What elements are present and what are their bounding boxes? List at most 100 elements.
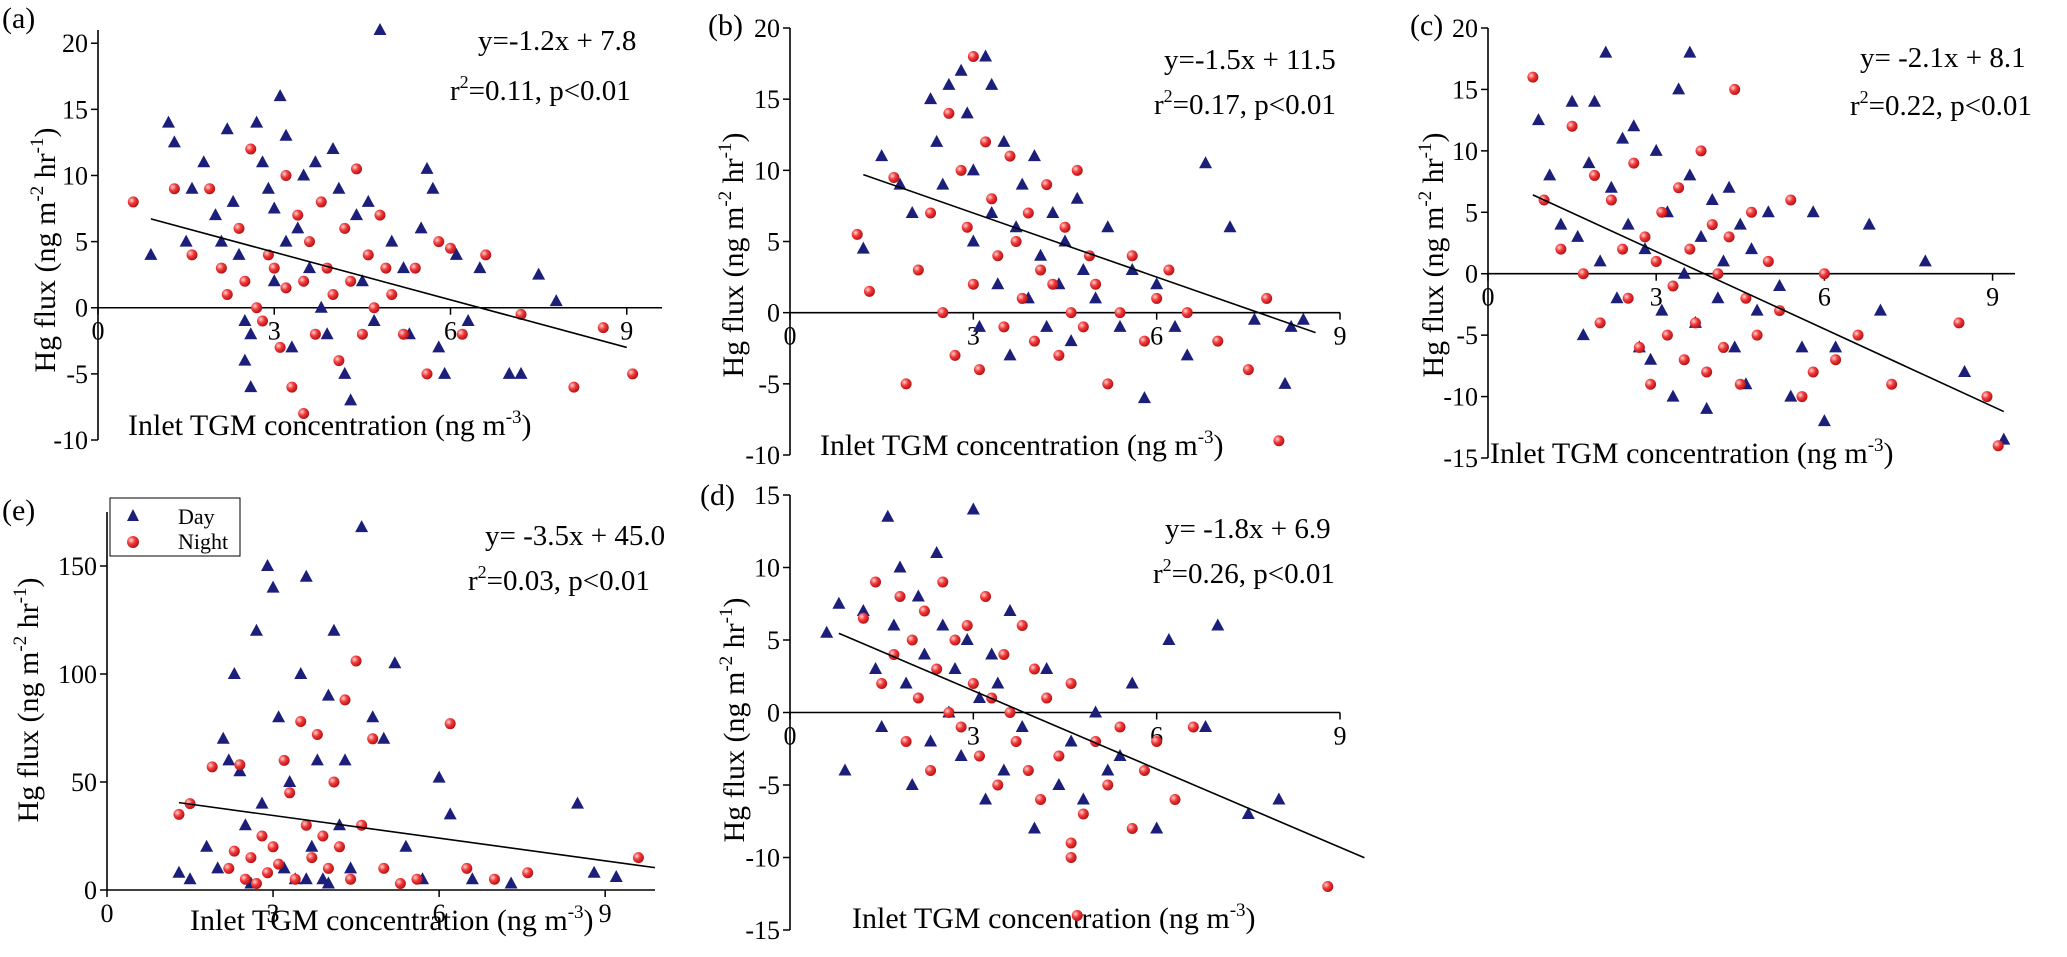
- day-point: [1199, 156, 1213, 169]
- night-point: [1734, 378, 1746, 390]
- day-point: [1795, 340, 1809, 353]
- night-point: [894, 591, 906, 602]
- x-tick-label: 3: [967, 722, 980, 751]
- day-point: [1278, 376, 1292, 389]
- day-point: [1064, 334, 1078, 347]
- night-point: [943, 707, 955, 718]
- day-point: [960, 106, 974, 119]
- day-point: [1089, 705, 1103, 718]
- day-point: [305, 839, 319, 852]
- legend-day-label: Day: [178, 504, 215, 529]
- night-point: [278, 754, 290, 766]
- day-point: [377, 731, 391, 744]
- panel-tag-e: (e): [2, 494, 35, 527]
- day-point: [267, 274, 281, 287]
- night-point: [1673, 182, 1685, 194]
- night-point: [986, 193, 998, 205]
- day-point: [1113, 749, 1127, 761]
- day-point: [327, 623, 341, 636]
- y-label-d: Hg flux (ng m-2 hr-1): [716, 598, 751, 843]
- day-point: [1168, 319, 1182, 332]
- night-point: [1053, 349, 1065, 361]
- day-point: [1089, 291, 1103, 304]
- night-point: [1041, 179, 1053, 191]
- day-point: [256, 155, 269, 168]
- day-point: [388, 656, 402, 669]
- night-point: [961, 620, 973, 631]
- day-point: [985, 206, 999, 219]
- night-point: [186, 249, 198, 261]
- day-point: [361, 194, 375, 207]
- day-point: [172, 865, 186, 878]
- day-point: [1683, 45, 1697, 58]
- day-point: [426, 181, 440, 194]
- night-point: [1717, 341, 1729, 353]
- y-tick-label: -10: [745, 441, 780, 470]
- day-point: [1862, 217, 1876, 230]
- night-point: [1706, 219, 1718, 231]
- day-point: [1034, 248, 1048, 261]
- x-label-e: Inlet TGM concentration (ng m-3): [190, 902, 594, 937]
- day-point: [1705, 193, 1719, 205]
- plot-e: 0 50 100 150 0 3 6 9: [58, 512, 656, 928]
- day-point: [820, 625, 834, 638]
- equation-b: y=-1.5x + 11.5: [1164, 44, 1336, 76]
- night-point: [857, 612, 869, 624]
- day-point: [1296, 312, 1310, 325]
- x-tick-label: 9: [1334, 322, 1347, 351]
- night-point: [456, 328, 468, 340]
- y-tick-label: -5: [758, 370, 780, 399]
- day-point: [1638, 242, 1652, 255]
- day-point: [185, 181, 199, 194]
- night-point: [300, 819, 312, 831]
- day-point: [285, 340, 299, 353]
- night-point: [356, 328, 368, 340]
- day-point: [267, 201, 281, 214]
- day-point: [1531, 113, 1545, 126]
- day-point: [549, 294, 563, 307]
- night-point: [1992, 440, 2004, 452]
- r2-d: r2=0.26, p<0.01: [1153, 555, 1335, 590]
- equation-a: y=-1.2x + 7.8: [478, 25, 636, 57]
- night-point: [627, 368, 639, 380]
- night-point: [267, 841, 279, 853]
- day-point: [1873, 303, 1887, 316]
- day-point: [1582, 156, 1596, 169]
- night-point: [256, 830, 268, 842]
- day-point: [1571, 229, 1585, 242]
- day-point: [966, 163, 980, 176]
- night-point: [1701, 366, 1713, 378]
- day-point: [308, 155, 322, 168]
- day-point: [1918, 254, 1932, 267]
- day-point: [905, 206, 919, 219]
- x-tick-label: 0: [1482, 283, 1495, 312]
- legend-night-label: Night: [178, 529, 228, 554]
- day-point: [887, 618, 901, 631]
- day-point: [385, 234, 399, 247]
- night-point: [250, 878, 262, 890]
- night-point: [863, 285, 875, 297]
- day-point: [1711, 291, 1725, 304]
- night-point: [411, 873, 423, 885]
- y-label-b: Hg flux (ng m-2 hr-1): [715, 133, 750, 378]
- day-point: [1027, 149, 1041, 162]
- x-tick-label: 0: [784, 322, 797, 351]
- night-point: [1169, 794, 1181, 805]
- day-point: [1543, 168, 1557, 181]
- day-point: [1806, 205, 1820, 218]
- day-point: [832, 596, 846, 609]
- y-tick-label: 50: [71, 768, 97, 797]
- day-point: [279, 234, 293, 247]
- day-point: [1672, 82, 1686, 95]
- day-point: [220, 122, 234, 135]
- night-point: [1273, 435, 1285, 447]
- x-tick-label: 6: [444, 317, 457, 346]
- x-tick-label: 9: [620, 317, 633, 346]
- night-point: [374, 209, 386, 221]
- night-point: [1151, 292, 1163, 304]
- night-point: [1004, 150, 1016, 162]
- panel-d: (d) y= -1.8x + 6.9 r2=0.26, p<0.01 Hg fl…: [700, 479, 1365, 945]
- day-point: [355, 520, 369, 533]
- night-point: [1661, 329, 1673, 341]
